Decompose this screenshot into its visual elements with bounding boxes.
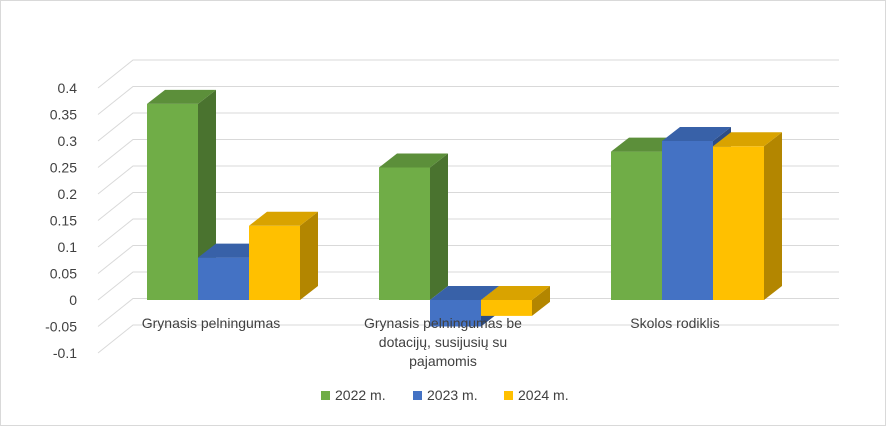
y-tick-label: 0.35: [50, 107, 77, 123]
bar-front: [249, 225, 300, 300]
bar-side: [430, 153, 448, 300]
legend-swatch: [504, 391, 513, 400]
gridline: [97, 86, 839, 115]
gridline: [97, 192, 839, 221]
bar-front: [611, 151, 662, 300]
x-category-label: Skolos rodiklis: [630, 315, 719, 331]
y-tick-label: 0.2: [58, 186, 78, 202]
gridline: [97, 165, 839, 195]
legend-swatch: [413, 391, 422, 400]
bar-front: [481, 300, 532, 316]
gridline: [97, 112, 839, 142]
bar: [713, 132, 782, 300]
legend-label: 2022 m.: [335, 387, 386, 403]
bar: [379, 153, 448, 300]
x-axis-categories: Grynasis pelningumas Grynasis pelningumas…: [142, 315, 720, 369]
y-tick-label: 0.05: [50, 266, 77, 282]
y-tick-label: -0.05: [45, 319, 77, 335]
bars: [147, 89, 782, 327]
gridline: [97, 245, 839, 274]
bar-top: [481, 286, 550, 300]
bar-top: [430, 286, 499, 300]
bar-top: [379, 153, 448, 168]
bar-front: [662, 141, 713, 300]
x-category-label: pajamomis: [409, 353, 477, 369]
bar-front: [713, 146, 764, 300]
gridline: [97, 218, 839, 248]
y-tick-label: 0.25: [50, 160, 77, 176]
y-tick-label: 0.3: [58, 133, 78, 149]
y-tick-label: 0.4: [58, 80, 78, 96]
gridline: [97, 271, 839, 301]
y-tick-label: 0: [69, 292, 77, 308]
gridline: [97, 59, 839, 89]
bar: [481, 286, 550, 316]
x-category-label: dotacijų, susijusių su: [379, 334, 507, 350]
gridlines: [97, 59, 839, 354]
gridline: [97, 298, 839, 327]
bar-top: [249, 211, 318, 226]
x-category-label: Grynasis pelningumas: [142, 315, 281, 331]
bar: [249, 211, 318, 300]
bar-side: [764, 132, 782, 300]
y-tick-label: 0.1: [58, 239, 78, 255]
bar-front: [430, 300, 481, 327]
bar-side: [300, 211, 318, 300]
bar-top: [147, 89, 216, 104]
bar-top: [713, 132, 782, 147]
y-tick-label: 0.15: [50, 213, 77, 229]
legend-item: 2023 m.: [413, 387, 478, 403]
bar-front: [379, 167, 430, 300]
legend-label: 2023 m.: [427, 387, 478, 403]
bar-top: [662, 127, 731, 141]
y-tick-label: -0.1: [53, 345, 77, 361]
bar: [147, 89, 216, 301]
legend-label: 2024 m.: [518, 387, 569, 403]
legend-item: 2022 m.: [321, 387, 386, 403]
gridline: [97, 324, 839, 354]
legend: 2022 m. 2023 m. 2024 m.: [321, 387, 569, 403]
legend-swatch: [321, 391, 330, 400]
bar-front: [198, 257, 249, 300]
gridline: [97, 139, 839, 168]
bar-front: [147, 103, 198, 301]
legend-item: 2024 m.: [504, 387, 569, 403]
y-axis-ticks: 0.4 0.35 0.3 0.25 0.2 0.15 0.1 0.05 0 -0.05 -0.1: [45, 80, 77, 361]
bar-side: [532, 286, 550, 316]
x-category-label: Grynasis pelningumas be: [364, 315, 522, 331]
